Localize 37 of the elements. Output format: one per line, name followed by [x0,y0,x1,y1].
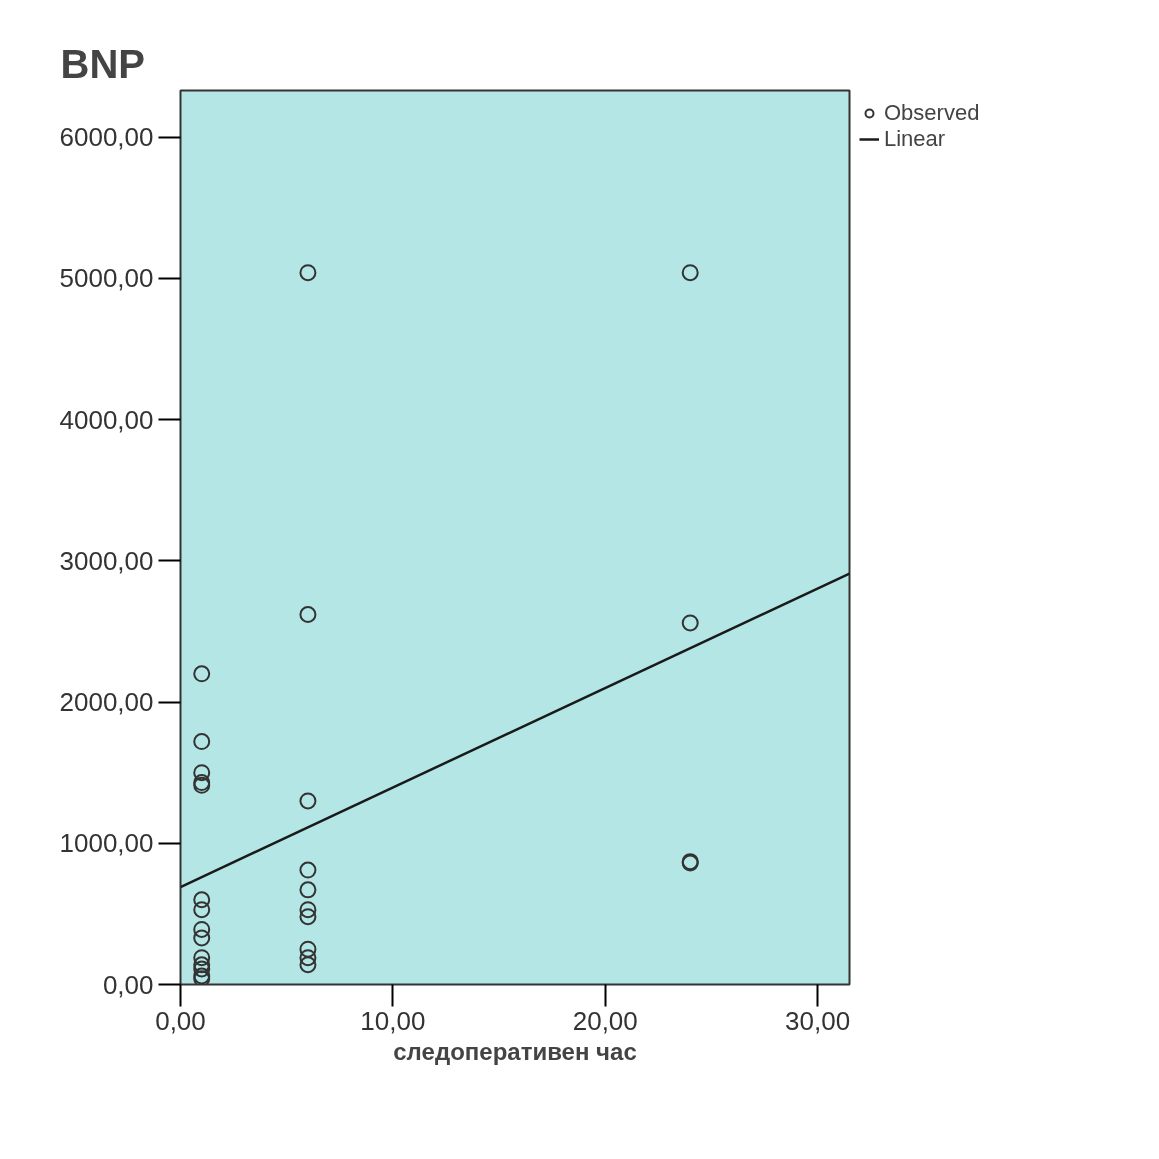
point [299,949,317,967]
point [299,908,317,926]
point [299,861,317,879]
point [299,881,317,899]
point [193,665,211,683]
x-tick-label: 30,00 [785,1005,851,1036]
point [681,614,699,632]
y-tick-label: 0,00 [102,969,154,1000]
point [299,264,317,282]
point [299,792,317,810]
point [299,901,317,919]
y-tick-label: 4000,00 [59,404,154,435]
legend-label: Observed [884,100,980,126]
x-tick-label: 0,00 [155,1005,206,1036]
point [193,956,211,974]
point [193,920,211,938]
point [193,764,211,782]
point [193,733,211,751]
y-tick-label: 2000,00 [59,687,154,718]
chart-title: BNP [60,41,145,86]
legend-label: Linear [884,126,946,152]
x-axis-title: следоперативен час [393,1037,637,1065]
point [299,605,317,623]
point [193,929,211,947]
y-tick-label: 3000,00 [59,545,154,576]
point [299,940,317,958]
point [681,264,699,282]
x-tick-label: 20,00 [572,1005,638,1036]
y-tick-label: 6000,00 [59,122,154,153]
point [299,956,317,974]
point [193,949,211,967]
y-tick-label: 5000,00 [59,263,154,294]
point [193,901,211,919]
y-tick-label: 1000,00 [59,828,154,859]
x-tick-label: 10,00 [360,1005,426,1036]
point [193,891,211,909]
point [193,960,211,978]
